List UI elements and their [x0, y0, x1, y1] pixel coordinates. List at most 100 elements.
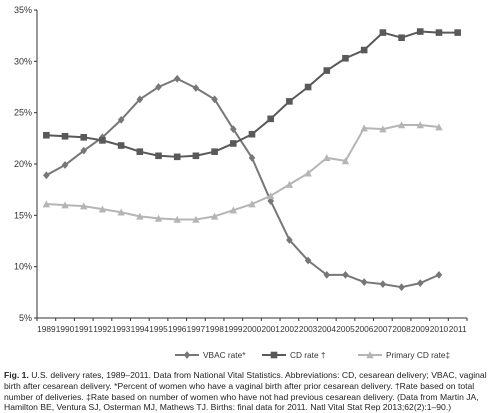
x-tick-label: 2001 — [261, 324, 280, 334]
chart-series — [42, 28, 461, 292]
data-point — [248, 130, 256, 138]
figure-caption-label: Fig. 1. — [4, 370, 29, 380]
data-point — [267, 197, 274, 205]
data-point — [379, 125, 387, 133]
x-tick-label: 2008 — [392, 324, 411, 334]
data-point — [173, 215, 181, 223]
legend-item: Primary CD rate‡ — [358, 350, 450, 360]
x-tick-label: 1994 — [131, 324, 150, 334]
data-point — [136, 212, 144, 220]
x-tick-label: 2007 — [374, 324, 393, 334]
data-point — [61, 201, 69, 209]
data-point — [397, 121, 406, 129]
data-point — [360, 124, 368, 132]
data-point — [230, 140, 237, 147]
data-point — [80, 134, 88, 141]
delivery-rates-line-chart: 5%10%15%20%25%30%35% 1989 1990 1991 1992 199… — [14, 5, 468, 360]
data-point — [342, 270, 349, 279]
x-tick-label: 2004 — [318, 324, 337, 334]
x-tick-label: 2005 — [336, 324, 355, 334]
x-tick-label: 1995 — [149, 324, 168, 334]
data-point — [99, 137, 106, 144]
data-point — [435, 270, 443, 279]
data-point — [98, 205, 107, 213]
data-point — [117, 115, 125, 124]
data-point — [267, 115, 274, 123]
legend-swatch-marker — [270, 351, 278, 359]
x-tick-label: 2000 — [243, 324, 262, 334]
data-point — [154, 214, 163, 222]
data-point — [285, 180, 294, 188]
y-tick-label: 20% — [14, 159, 32, 169]
data-point — [323, 67, 331, 74]
data-point — [454, 29, 461, 36]
data-point — [155, 152, 162, 160]
data-point — [435, 123, 443, 131]
x-tick-label: 1991 — [75, 324, 94, 334]
chart-axes — [36, 10, 467, 319]
data-point — [80, 146, 88, 155]
data-point — [416, 121, 424, 129]
data-point — [80, 202, 88, 210]
x-tick-label: 1999 — [224, 324, 243, 334]
data-point — [379, 280, 387, 289]
data-point — [192, 152, 200, 160]
x-tick-label: 1992 — [93, 324, 112, 334]
x-tick-label: 1998 — [205, 324, 224, 334]
x-tick-label: 1993 — [112, 324, 131, 334]
data-point — [117, 208, 125, 216]
data-point — [398, 34, 405, 42]
data-point — [360, 46, 368, 54]
x-tick-label: 2002 — [280, 324, 299, 334]
data-point — [286, 98, 293, 105]
figure-caption: Fig. 1. U.S. delivery rates, 1989–2011. … — [4, 370, 496, 413]
data-point — [266, 192, 275, 200]
x-axis-ticks: 1989 1990 1991 1992 1993 1994 1995 1996 1997 1998… — [36, 318, 468, 334]
data-point — [192, 215, 200, 223]
legend-swatch-marker — [183, 351, 191, 359]
data-point — [435, 29, 443, 36]
data-point — [211, 148, 218, 155]
data-point — [229, 206, 238, 214]
data-point — [136, 95, 144, 104]
data-point — [136, 148, 144, 155]
legend-label: CD rate † — [290, 350, 326, 360]
data-point — [286, 236, 293, 244]
x-tick-label: 2011 — [449, 324, 467, 334]
data-point — [341, 157, 350, 165]
legend-label: VBAC rate* — [203, 350, 246, 360]
data-point — [210, 212, 219, 220]
y-tick-label: 25% — [14, 108, 32, 118]
series-1 — [43, 74, 443, 292]
data-point — [192, 84, 200, 92]
x-tick-label: 1989 — [37, 324, 56, 334]
series-3 — [42, 121, 443, 223]
data-point — [43, 131, 50, 139]
data-point — [304, 83, 312, 91]
data-point — [323, 270, 331, 279]
x-tick-label: 1997 — [187, 324, 206, 334]
legend-label: Primary CD rate‡ — [386, 350, 450, 360]
data-point — [61, 132, 69, 140]
y-tick-label: 35% — [14, 5, 32, 15]
x-tick-label: 2003 — [299, 324, 318, 334]
figure-caption-text: U.S. delivery rates, 1989–2011. Data fro… — [4, 370, 487, 413]
data-point — [416, 28, 424, 35]
x-tick-label: 2010 — [430, 324, 449, 334]
data-point — [304, 169, 312, 177]
y-tick-label: 5% — [19, 313, 32, 323]
data-point — [173, 74, 181, 83]
y-tick-label: 30% — [14, 56, 32, 66]
data-point — [304, 256, 312, 265]
data-point — [323, 154, 331, 162]
y-tick-label: 15% — [14, 210, 32, 220]
series-line — [46, 123, 440, 221]
data-point — [173, 153, 181, 161]
data-point — [61, 161, 69, 169]
data-point — [230, 125, 237, 133]
x-tick-label: 1990 — [56, 324, 75, 334]
series-2 — [43, 28, 461, 161]
data-point — [248, 200, 256, 208]
data-point — [155, 83, 162, 91]
data-point — [43, 171, 50, 180]
